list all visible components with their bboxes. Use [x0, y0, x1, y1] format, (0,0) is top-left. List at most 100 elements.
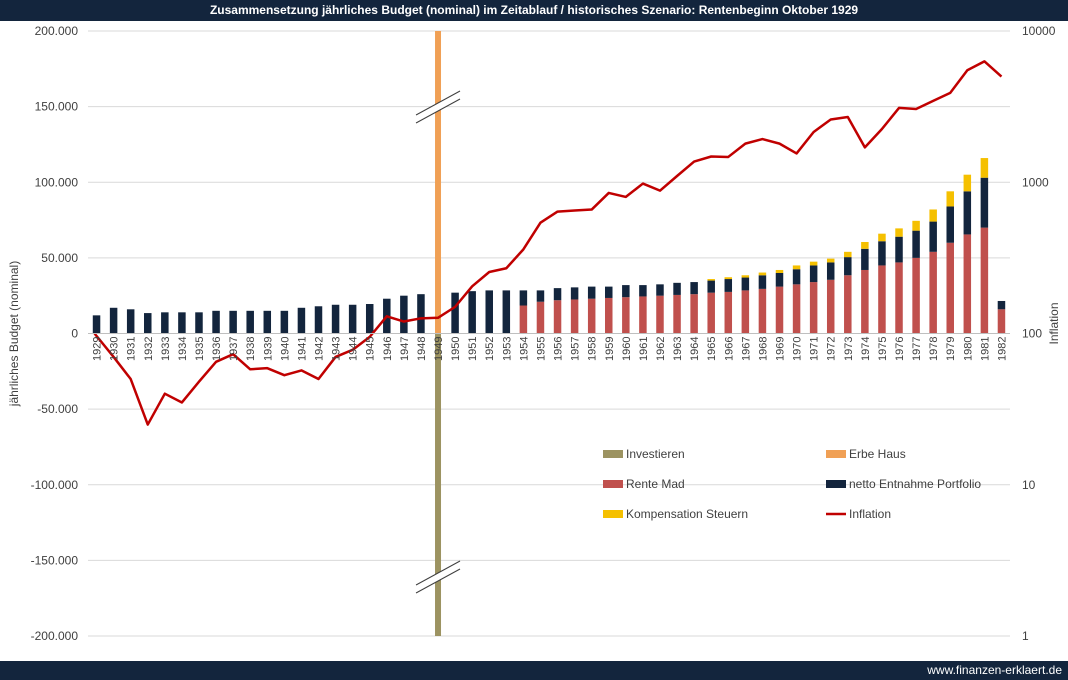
- bar-netto_entnahme: [365, 304, 374, 334]
- bar-rente_mad: [741, 290, 750, 334]
- bar-netto_entnahme: [707, 280, 715, 293]
- x-tick-label: 1944: [348, 337, 360, 361]
- legend-label-inflation: Inflation: [849, 507, 891, 521]
- inflation-line-group: [93, 60, 1003, 426]
- bar-netto_entnahme: [758, 275, 767, 289]
- budget-chart: 200.000 150.000 100.000 50.000 0 -50.000 -100.…: [7, 24, 1061, 643]
- bar-netto_entnahme: [229, 310, 237, 334]
- bar-kompensation: [980, 158, 989, 178]
- y2-axis-title: Inflation: [1047, 302, 1061, 344]
- bar-netto_entnahme: [656, 284, 664, 296]
- bar-kompensation: [792, 265, 801, 270]
- axis-break-fill: [416, 91, 461, 123]
- bar-netto_entnahme: [331, 304, 340, 334]
- bar-netto_entnahme: [673, 282, 681, 295]
- bar-netto_entnahme: [775, 273, 784, 287]
- bar-netto_entnahme: [263, 310, 272, 334]
- x-tick-label: 1948: [416, 337, 428, 361]
- bar-rente_mad: [997, 309, 1006, 334]
- x-tick-label: 1949: [433, 337, 445, 361]
- bar-netto_entnahme: [622, 285, 630, 298]
- bar-kompensation: [826, 258, 835, 263]
- y-tick-label: -200.000: [31, 629, 79, 643]
- x-tick-label: 1938: [245, 337, 257, 361]
- bar-rente_mad: [912, 257, 920, 334]
- x-tick-label: 1971: [809, 337, 821, 361]
- bar-kompensation: [844, 251, 852, 258]
- x-tick-label: 1977: [911, 337, 923, 361]
- footer-website: www.finanzen-erklaert.de: [927, 663, 1062, 677]
- y-tick-label: 50.000: [41, 251, 78, 265]
- x-tick-label: 1940: [279, 337, 291, 361]
- bar-netto_entnahme: [536, 290, 545, 302]
- bar-kompensation: [775, 269, 784, 273]
- bar-netto_entnahme: [639, 285, 647, 297]
- x-tick-label: 1933: [160, 337, 172, 361]
- x-tick-label: 1960: [621, 337, 633, 361]
- bar-kompensation: [895, 228, 903, 237]
- x-tick-label: 1974: [860, 337, 872, 361]
- bar-rente_mad: [587, 298, 596, 334]
- x-tick-label: 1963: [672, 337, 684, 361]
- axis-break-line: [415, 90, 461, 116]
- bar-kompensation: [912, 220, 920, 231]
- x-tick-label: 1956: [553, 337, 565, 361]
- bar-kompensation: [878, 233, 886, 242]
- x-tick-label: 1937: [228, 337, 240, 361]
- x-tick-label: 1964: [689, 337, 701, 361]
- x-tick-label: 1961: [638, 337, 650, 361]
- bar-netto_entnahme: [280, 310, 289, 334]
- bar-netto_entnahme: [605, 286, 613, 298]
- bar-rente_mad: [844, 275, 852, 334]
- bar-rente_mad: [707, 292, 715, 334]
- x-tick-label: 1954: [518, 337, 530, 361]
- x-tick-label: 1953: [501, 337, 513, 361]
- axis-break-line: [415, 560, 461, 586]
- bar-netto_entnahme: [587, 286, 596, 299]
- bar-kompensation: [809, 261, 818, 266]
- x-tick-label: 1959: [604, 337, 616, 361]
- bar-rente_mad: [519, 305, 528, 334]
- x-tick-label: 1945: [365, 337, 377, 361]
- bar-netto_entnahme: [417, 294, 425, 334]
- bar-netto_entnahme: [92, 315, 101, 334]
- bar-rente_mad: [946, 242, 954, 334]
- bar-rente_mad: [536, 301, 545, 334]
- x-tick-label: 1968: [757, 337, 769, 361]
- right-y-axis: 10000 1000 100 10 1: [1022, 24, 1056, 643]
- bar-rente_mad: [570, 299, 579, 334]
- x-tick-label: 1980: [962, 337, 974, 361]
- bar-netto_entnahme: [109, 307, 118, 334]
- x-tick-label: 1965: [706, 337, 718, 361]
- bar-netto_entnahme: [980, 177, 989, 228]
- bar-rente_mad: [758, 288, 767, 334]
- bar-netto_entnahme: [929, 221, 937, 252]
- bar-rente_mad: [622, 297, 630, 334]
- legend-swatch-rente_mad: [603, 480, 623, 488]
- left-y-axis: 200.000 150.000 100.000 50.000 0 -50.000 -100.…: [31, 24, 79, 643]
- x-axis: 1929 1930 1931 1932 1933 1934 1935 1936 1937 1938…: [88, 333, 1010, 361]
- bar-rente_mad: [792, 284, 801, 334]
- x-tick-label: 1939: [262, 337, 274, 361]
- bar-rente_mad: [861, 269, 869, 334]
- bar-netto_entnahme: [161, 312, 169, 334]
- bar-rente_mad: [809, 282, 818, 334]
- bar-netto_entnahme: [400, 295, 408, 334]
- axis-break-fill: [416, 561, 461, 593]
- bar-netto_entnahme: [963, 191, 972, 235]
- axis-break-line: [415, 568, 461, 594]
- x-tick-label: 1966: [723, 337, 735, 361]
- bar-netto_entnahme: [570, 287, 579, 300]
- footer-bar: www.finanzen-erklaert.de: [0, 661, 1068, 680]
- bar-netto_entnahme: [144, 313, 152, 334]
- y2-tick-label: 10: [1022, 478, 1036, 492]
- legend: Investieren Erbe Haus Rente Mad netto Entna…: [603, 447, 981, 521]
- bar-netto_entnahme: [741, 277, 750, 291]
- bar-kompensation: [741, 275, 750, 278]
- y-tick-label: -100.000: [31, 478, 79, 492]
- x-tick-label: 1951: [467, 337, 479, 361]
- y2-tick-label: 10000: [1022, 24, 1056, 38]
- x-tick-label: 1970: [792, 337, 804, 361]
- bar-rente_mad: [775, 286, 784, 334]
- x-tick-label: 1975: [877, 337, 889, 361]
